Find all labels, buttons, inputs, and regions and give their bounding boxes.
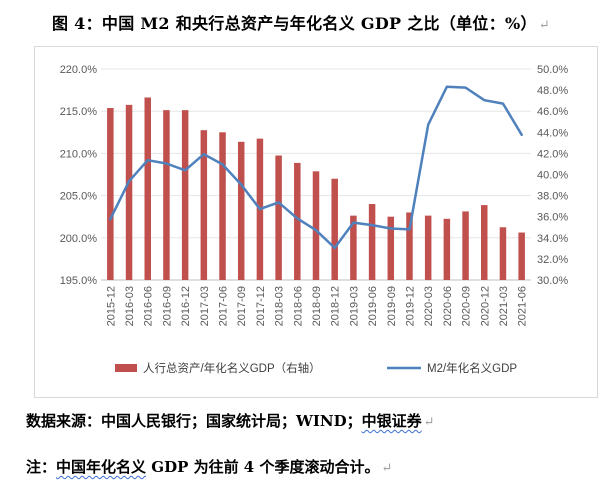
y-right-tick-label: 46.0% — [537, 106, 568, 118]
y-right-tick-label: 30.0% — [537, 275, 568, 287]
return-mark: ↵ — [538, 18, 551, 33]
bar — [331, 178, 338, 280]
y-left-tick-label: 195.0% — [60, 275, 98, 287]
y-right-tick-label: 32.0% — [537, 254, 568, 266]
bar — [294, 162, 301, 280]
bar — [499, 227, 507, 280]
bar — [163, 110, 170, 280]
x-tick-label: 2017-03 — [199, 286, 211, 326]
y-left-tick-label: 205.0% — [60, 191, 98, 203]
bar — [387, 216, 395, 280]
series-line — [109, 85, 523, 250]
y-right-tick-label: 38.0% — [537, 191, 568, 203]
x-tick-label: 2016-06 — [143, 286, 155, 326]
footnote: 注：中国年化名义 GDP 为往前 4 个季度滚动合计。 ↵ — [26, 456, 392, 477]
figure-title: 图 4：中国 M2 和央行总资产与年化名义 GDP 之比（单位：%） ↵ — [52, 10, 550, 34]
bar — [275, 155, 282, 280]
x-tick-label: 2019-09 — [386, 286, 398, 326]
x-tick-label: 2019-12 — [404, 286, 416, 326]
x-tick-label: 2020-06 — [442, 286, 454, 326]
chart-container: 195.0% 200.0% 205.0% 210.0% 215.0% 220.0% 30.0… — [34, 46, 598, 398]
x-tick-label: 2021-06 — [517, 286, 529, 326]
bar — [350, 215, 357, 280]
x-tick-label: 2020-12 — [479, 286, 491, 326]
y-right-tick-label: 36.0% — [537, 212, 568, 224]
data-source: 数据来源：中国人民银行；国家统计局；WIND；中银证券 ↵ — [26, 410, 435, 431]
x-tick-label: 2018-06 — [292, 286, 304, 326]
y-left-tick-label: 215.0% — [60, 106, 98, 118]
legend-label-bars: 人行总资产/年化名义GDP（右轴） — [143, 361, 321, 375]
bar — [424, 215, 432, 280]
note-underlined: 中国年化名义 — [56, 458, 147, 476]
y-right-tick-label: 44.0% — [537, 127, 568, 139]
x-tick-label: 2016-03 — [124, 286, 136, 326]
note-return-mark: ↵ — [381, 461, 393, 476]
bar — [462, 211, 469, 280]
x-tick-label: 2021-03 — [498, 286, 510, 326]
bar — [443, 218, 451, 280]
y-left-tick-label: 210.0% — [60, 148, 98, 160]
y-right-tick-label: 48.0% — [537, 85, 568, 97]
y-right-tick-label: 50.0% — [537, 64, 568, 76]
bar — [237, 141, 245, 280]
figure-title-text: 图 4：中国 M2 和央行总资产与年化名义 GDP 之比（单位：%） — [52, 14, 537, 33]
y-right-tick-label: 40.0% — [537, 170, 568, 182]
x-tick-label: 2020-03 — [423, 286, 435, 326]
legend-label-line: M2/年化名义GDP — [427, 361, 517, 375]
source-return-mark: ↵ — [423, 415, 435, 430]
x-tick-label: 2015-12 — [105, 286, 117, 326]
y-left-tick-label: 220.0% — [60, 64, 98, 76]
x-tick-label: 2016-12 — [180, 286, 192, 326]
bar — [481, 205, 488, 280]
x-tick-label: 2020-09 — [461, 286, 473, 326]
y-right-tick-label: 34.0% — [537, 233, 568, 245]
x-tick-label: 2017-09 — [236, 286, 248, 326]
bar — [368, 204, 376, 280]
bar — [181, 110, 189, 280]
bar — [518, 232, 525, 280]
note-suffix: GDP 为往前 4 个季度滚动合计。 — [146, 458, 380, 476]
bar — [200, 130, 208, 280]
bar — [219, 132, 226, 280]
bar — [312, 171, 320, 280]
bar — [144, 97, 151, 280]
legend-swatch-bars — [115, 364, 137, 372]
x-tick-label: 2016-09 — [161, 286, 173, 326]
bar — [125, 104, 133, 280]
source-prefix: 数据来源：中国人民银行；国家统计局；WIND； — [26, 412, 362, 430]
x-tick-label: 2019-03 — [348, 286, 360, 326]
x-tick-label: 2018-09 — [311, 286, 323, 326]
x-tick-label: 2018-12 — [330, 286, 342, 326]
y-right-tick-label: 42.0% — [537, 148, 568, 160]
combo-chart: 195.0% 200.0% 205.0% 210.0% 215.0% 220.0% 30.0… — [60, 64, 569, 375]
source-underlined: 中银证券 — [361, 412, 422, 430]
y-left-tick-label: 200.0% — [60, 233, 98, 245]
x-tick-label: 2019-06 — [367, 286, 379, 326]
bar — [107, 108, 114, 280]
x-tick-label: 2017-12 — [255, 286, 267, 326]
x-tick-label: 2017-06 — [218, 286, 230, 326]
x-tick-label: 2018-03 — [274, 286, 286, 326]
bar — [406, 212, 413, 280]
note-prefix: 注： — [26, 458, 57, 476]
